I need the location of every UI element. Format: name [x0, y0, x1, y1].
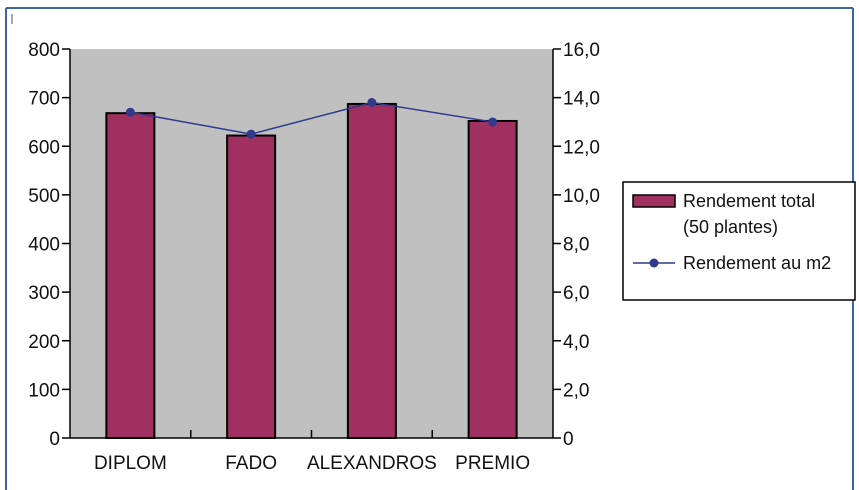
left-tick-label: 300	[28, 283, 60, 304]
right-tick-label: 10,0	[563, 186, 600, 207]
bar-premio	[469, 121, 517, 438]
bar-alexandros	[348, 104, 396, 438]
category-label-fado: FADO	[225, 453, 277, 474]
point-fado	[247, 130, 256, 139]
point-alexandros	[367, 98, 376, 107]
left-tick-label: 100	[28, 380, 60, 401]
right-tick-label: 16,0	[563, 40, 600, 61]
left-tick-label: 600	[28, 137, 60, 158]
point-diplom	[126, 108, 135, 117]
right-tick-label: 14,0	[563, 89, 600, 110]
category-label-premio: PREMIO	[455, 453, 530, 474]
bar-fado	[227, 136, 275, 438]
bar-diplom	[106, 113, 154, 438]
right-tick-label: 12,0	[563, 137, 600, 158]
legend: Rendement total (50 plantes) Rendement au …	[623, 182, 855, 300]
right-tick-label: 2,0	[563, 380, 589, 401]
category-label-diplom: DIPLOM	[94, 453, 167, 474]
right-tick-label: 0	[563, 429, 574, 450]
left-tick-label: 400	[28, 235, 60, 256]
left-tick-label: 0	[49, 429, 60, 450]
right-tick-label: 8,0	[563, 235, 589, 256]
right-tick-label: 4,0	[563, 332, 589, 353]
legend-label-bar-line2: (50 plantes)	[683, 217, 778, 237]
legend-label-line: Rendement au m2	[683, 253, 831, 273]
point-premio	[488, 117, 497, 126]
legend-label-bar-line1: Rendement total	[683, 191, 815, 211]
legend-swatch-marker	[650, 259, 659, 268]
right-tick-label: 6,0	[563, 283, 589, 304]
category-label-alexandros: ALEXANDROS	[307, 453, 437, 474]
legend-swatch-bar	[633, 195, 675, 207]
left-tick-label: 200	[28, 332, 60, 353]
left-tick-label: 800	[28, 40, 60, 61]
left-tick-label: 700	[28, 89, 60, 110]
left-tick-label: 500	[28, 186, 60, 207]
